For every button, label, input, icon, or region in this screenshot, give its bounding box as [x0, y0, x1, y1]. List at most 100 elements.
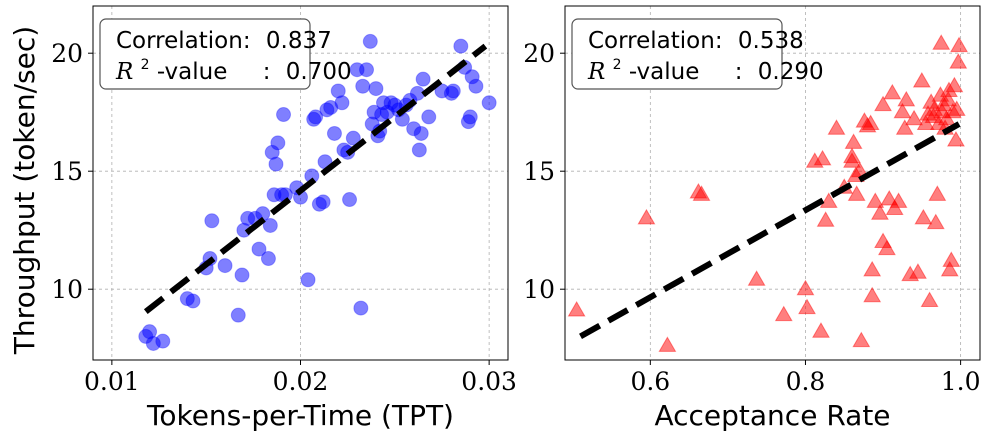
scatter-point: [852, 331, 871, 348]
scatter-point: [251, 241, 267, 257]
scatter-point: [658, 336, 677, 352]
fit-line: [579, 121, 961, 340]
x-tick-label: 0.03: [461, 367, 517, 396]
scatter-point: [914, 208, 933, 225]
x-tick-label: 1.0: [941, 367, 981, 396]
scatter-point: [889, 192, 908, 208]
scatter-point: [893, 102, 912, 119]
scatter-point: [345, 130, 361, 146]
scatter-point: [204, 213, 220, 229]
r2-superscript: 2: [141, 57, 150, 73]
r2-symbol: R: [587, 59, 605, 85]
scatter-point: [897, 90, 916, 107]
scatter-point: [567, 300, 586, 317]
scatter-point: [920, 291, 939, 308]
scatter-point: [308, 109, 324, 125]
scatter-point: [774, 305, 793, 322]
correlation-box: Correlation: 0.837 R 2 -value : 0.700: [99, 18, 352, 90]
scatter-point: [874, 95, 892, 112]
x-axis-label: Acceptance Rate: [654, 399, 890, 432]
correlation-value: 0.837: [266, 28, 332, 54]
scatter-point: [895, 119, 914, 135]
y-tick-label: 15: [51, 157, 83, 186]
scatter-point: [926, 213, 945, 230]
scatter-point: [947, 131, 965, 147]
scatter-point: [413, 125, 429, 141]
r2-line: R 2 -value : 0.700: [115, 49, 352, 85]
scatter-point: [415, 71, 431, 87]
annotation-frame: [571, 18, 783, 90]
scatter-point: [847, 185, 866, 201]
y-tick-label: 10: [523, 275, 555, 304]
scatter-point: [945, 76, 964, 93]
scatter-point: [355, 78, 371, 94]
y-axis-label: Throughput (token/sec): [8, 26, 41, 355]
scatter-point: [468, 78, 484, 94]
scatter-point: [877, 239, 896, 256]
scatter-point: [813, 149, 832, 166]
y-tick-label: 20: [523, 39, 555, 68]
scatter-point: [421, 109, 437, 125]
scatter-point: [863, 286, 882, 303]
axis-ticks: 0.6 0.8 1.0 10 15 20: [523, 39, 980, 396]
scatter-point: [368, 81, 384, 97]
scatter-point: [453, 38, 469, 54]
scatter-point: [883, 83, 902, 100]
r2-superscript: 2: [613, 57, 622, 73]
scatter-point: [844, 133, 863, 149]
r2-symbol: R: [115, 59, 133, 85]
tpt-scatter-panel: 0.01 0.02 0.03 10 15 20 Correlation: 0.837 R …: [51, 5, 517, 432]
scatter-point: [230, 307, 246, 323]
scatter-point: [916, 114, 935, 131]
data-points: [138, 33, 497, 351]
scatter-point: [885, 199, 904, 215]
x-tick-label: 0.02: [273, 367, 329, 396]
correlation-line: Correlation: 0.837: [116, 28, 332, 54]
y-tick-label: 20: [51, 39, 83, 68]
scatter-point: [870, 204, 889, 220]
scatter-point: [445, 83, 461, 99]
x-tick-label: 0.6: [630, 367, 670, 396]
correlation-label: Correlation:: [116, 28, 251, 54]
scatter-point: [928, 185, 947, 201]
grid-lines: [565, 6, 980, 360]
scatter-point: [185, 293, 201, 309]
scatter-point: [861, 114, 880, 131]
scatter-point: [932, 34, 951, 50]
correlation-label: Correlation:: [588, 28, 723, 54]
r2-value: 0.290: [758, 59, 824, 85]
y-tick-label: 15: [523, 157, 555, 186]
scatter-point: [947, 100, 966, 116]
scatter-point: [692, 185, 711, 201]
scatter-point: [863, 260, 882, 277]
r2-label: -value: [157, 59, 228, 85]
scatter-point: [270, 135, 286, 151]
scatter-point: [462, 109, 478, 125]
acceptance-scatter-panel: 0.6 0.8 1.0 10 15 20 Correlation: 0.538 R 2 -…: [523, 5, 981, 432]
scatter-point: [912, 72, 931, 88]
y-tick-label: 10: [51, 275, 83, 304]
scatter-point: [362, 33, 378, 49]
correlation-line: Correlation: 0.538: [588, 28, 804, 54]
x-tick-label: 0.8: [786, 367, 826, 396]
scatter-point: [937, 109, 956, 126]
r2-separator: :: [263, 59, 271, 85]
scatter-point: [411, 142, 427, 158]
scatter-point: [262, 217, 278, 233]
r2-line: R 2 -value : 0.290: [587, 49, 824, 85]
scatter-point: [334, 95, 350, 111]
plot-frame: [564, 5, 981, 361]
scatter-point: [300, 272, 316, 288]
scatter-point: [747, 270, 766, 286]
axis-ticks: 0.01 0.02 0.03 10 15 20: [51, 39, 517, 396]
r2-separator: :: [735, 59, 743, 85]
scatter-point: [342, 192, 358, 208]
scatter-point: [276, 107, 292, 123]
r2-value: 0.700: [286, 59, 352, 85]
scatter-point: [905, 109, 924, 126]
x-axis-label: Tokens-per-Time (TPT): [146, 399, 454, 432]
scatter-point: [260, 251, 276, 267]
scatter-point: [942, 251, 961, 267]
scatter-point: [827, 119, 846, 135]
